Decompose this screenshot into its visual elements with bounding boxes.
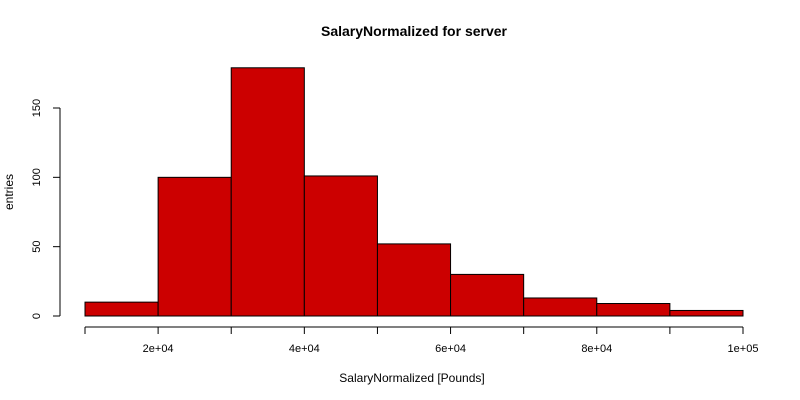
x-tick-label: 1e+05 (728, 343, 759, 355)
histogram-bar-8 (596, 303, 671, 317)
y-axis: 0 50 100 150 (31, 99, 61, 319)
x-axis: 2e+04 4e+04 6e+04 8e+04 1e+05 (84, 326, 759, 355)
histogram-bar-4 (303, 175, 378, 317)
histogram-bar-3 (230, 67, 305, 317)
x-tick-label: 2e+04 (143, 343, 174, 355)
chart-title: SalaryNormalized for server (321, 23, 508, 39)
x-axis-label: SalaryNormalized [Pounds] (339, 371, 484, 385)
histogram-bar-9 (669, 309, 744, 317)
y-tick-label: 0 (31, 313, 43, 319)
x-tick-label: 8e+04 (581, 343, 612, 355)
y-tick-label: 100 (31, 168, 43, 186)
histogram-bar-7 (523, 297, 598, 317)
histogram-bar-2 (157, 176, 232, 317)
x-tick-label: 4e+04 (289, 343, 320, 355)
histogram-bar-5 (376, 243, 452, 317)
y-tick-label: 50 (31, 241, 43, 253)
x-tick-label: 6e+04 (435, 343, 466, 355)
y-axis-label: entries (2, 174, 16, 210)
bars-group (84, 67, 744, 317)
histogram-bar-6 (450, 273, 525, 317)
y-tick-label: 150 (31, 99, 43, 117)
histogram-bar-1 (84, 301, 159, 317)
